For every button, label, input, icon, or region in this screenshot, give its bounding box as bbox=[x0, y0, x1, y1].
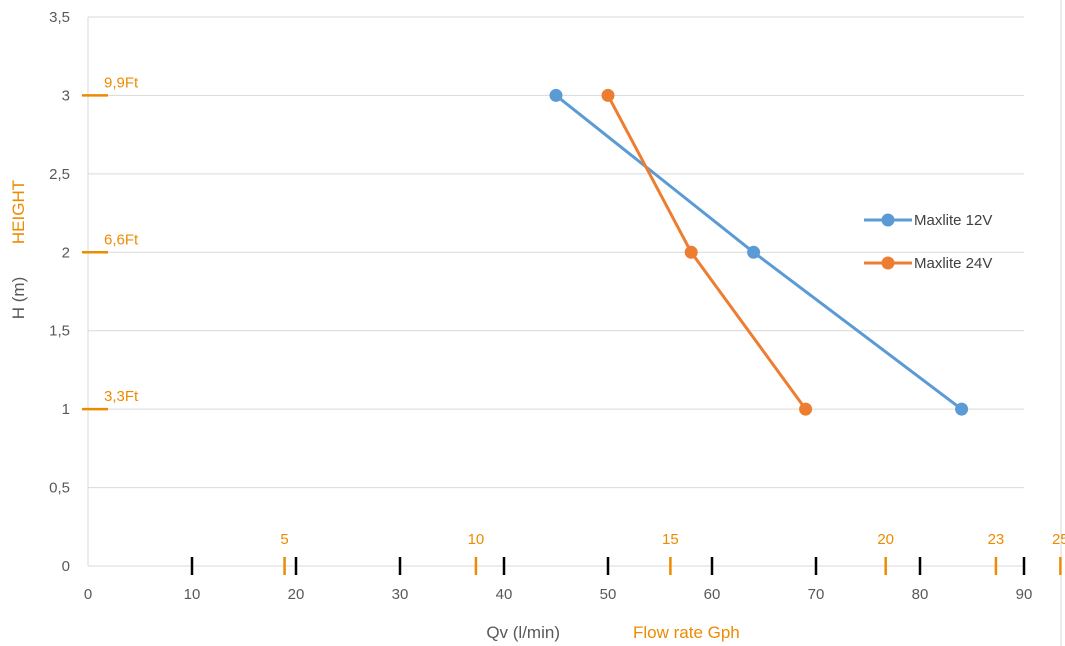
legend-label-1: Maxlite 24V bbox=[914, 255, 992, 272]
series-1-point-1 bbox=[684, 245, 698, 259]
x-tick-label-9: 90 bbox=[1016, 586, 1033, 603]
x-tick-label-3: 30 bbox=[392, 586, 409, 603]
gph-tick-label-3: 20 bbox=[877, 531, 894, 548]
y-axis-title-secondary: HEIGHT bbox=[9, 180, 28, 244]
x-tick-label-0: 0 bbox=[84, 586, 92, 603]
y-tick-label-5: 2,5 bbox=[49, 166, 70, 183]
series-0-point-1 bbox=[747, 245, 761, 259]
ft-tick-label-2: 3,3Ft bbox=[104, 388, 139, 405]
series-1-point-0 bbox=[601, 88, 615, 102]
y-tick-label-7: 3,5 bbox=[49, 9, 70, 26]
gph-tick-label-2: 15 bbox=[662, 531, 679, 548]
x-tick-label-7: 70 bbox=[808, 586, 825, 603]
gridlines bbox=[87, 0, 1062, 646]
x-tick-label-1: 10 bbox=[184, 586, 201, 603]
y-tick-label-2: 1 bbox=[62, 401, 70, 418]
gph-tick-label-5: 25 bbox=[1052, 531, 1065, 548]
ft-tick-label-0: 9,9Ft bbox=[104, 74, 139, 91]
x-tick-label-6: 60 bbox=[704, 586, 721, 603]
y-tick-label-4: 2 bbox=[62, 244, 70, 261]
secondary-axis-markers: 5 10 15 20 23 25 9,9Ft 6,6Ft 3,3Ft bbox=[82, 74, 1065, 575]
series-0-point-2 bbox=[955, 402, 969, 416]
data-series bbox=[549, 88, 969, 416]
x-axis-title: Qv (l/min) bbox=[486, 623, 560, 642]
gph-tick-label-1: 10 bbox=[468, 531, 485, 548]
x-tick-label-5: 50 bbox=[600, 586, 617, 603]
legend-label-0: Maxlite 12V bbox=[914, 212, 992, 229]
x-axis-title-secondary: Flow rate Gph bbox=[633, 623, 740, 642]
series-1-point-2 bbox=[799, 402, 813, 416]
y-tick-label-0: 0 bbox=[62, 558, 70, 575]
x-tick-labels: 0 10 20 30 40 50 60 70 80 90 bbox=[84, 557, 1033, 603]
gph-tick-label-0: 5 bbox=[280, 531, 288, 548]
y-tick-labels: 0 0,5 1 1,5 2 2,5 3 3,5 bbox=[49, 9, 70, 575]
x-tick-label-4: 40 bbox=[496, 586, 513, 603]
x-tick-label-2: 20 bbox=[288, 586, 305, 603]
legend: Maxlite 12V Maxlite 24V bbox=[864, 212, 992, 272]
y-axis-title: H (m) bbox=[9, 277, 28, 319]
y-tick-label-3: 1,5 bbox=[49, 323, 70, 340]
series-0-point-0 bbox=[549, 88, 563, 102]
gph-tick-label-4: 23 bbox=[988, 531, 1005, 548]
legend-marker-0 bbox=[881, 213, 895, 227]
ft-tick-label-1: 6,6Ft bbox=[104, 231, 139, 248]
x-tick-label-8: 80 bbox=[912, 586, 929, 603]
y-tick-label-6: 3 bbox=[62, 87, 70, 104]
legend-marker-1 bbox=[881, 256, 895, 270]
y-tick-label-1: 0,5 bbox=[49, 480, 70, 497]
